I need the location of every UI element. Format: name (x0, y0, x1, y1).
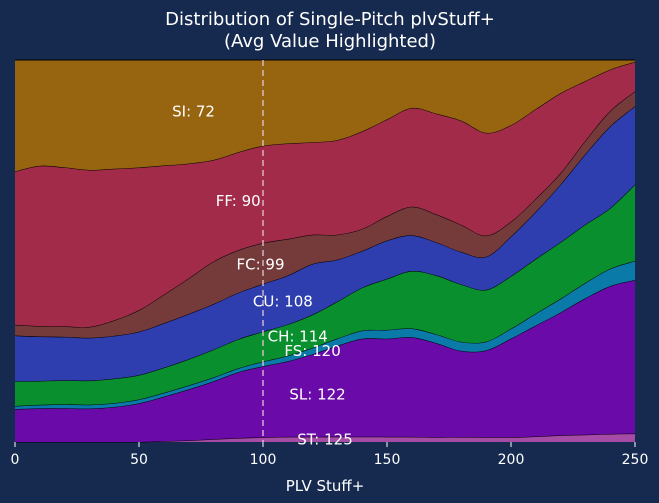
label-cu: CU: 108 (253, 293, 313, 311)
label-sl: SL: 122 (289, 386, 345, 404)
x-tick-label: 150 (374, 452, 401, 468)
chart-title-line-2: (Avg Value Highlighted) (224, 31, 436, 52)
stacked-areas (14, 59, 636, 443)
area-si (15, 60, 635, 172)
x-tick-label: 0 (11, 452, 20, 468)
area-cu (15, 106, 635, 382)
x-axis-label: PLV Stuff+ (286, 477, 365, 495)
label-fc: FC: 99 (237, 255, 285, 273)
area-fs (15, 260, 635, 410)
x-tick-label: 250 (622, 452, 649, 468)
label-st: ST: 125 (297, 430, 353, 448)
area-edge-st (15, 433, 636, 443)
area-st (15, 433, 635, 443)
area-ch (15, 184, 635, 407)
x-tick-label: 200 (498, 452, 525, 468)
label-fs: FS: 120 (284, 342, 340, 360)
label-ch: CH: 114 (268, 328, 328, 346)
area-sl (15, 280, 635, 443)
label-si: SI: 72 (172, 102, 215, 120)
label-ff: FF: 90 (216, 192, 261, 210)
chart-title-line-1: Distribution of Single-Pitch plvStuff+ (165, 9, 495, 30)
area-ff (15, 61, 635, 328)
x-tick-label: 100 (250, 452, 277, 468)
x-tick-label: 50 (130, 452, 148, 468)
x-axis: 0 50 100 150 200 250 (11, 442, 649, 468)
